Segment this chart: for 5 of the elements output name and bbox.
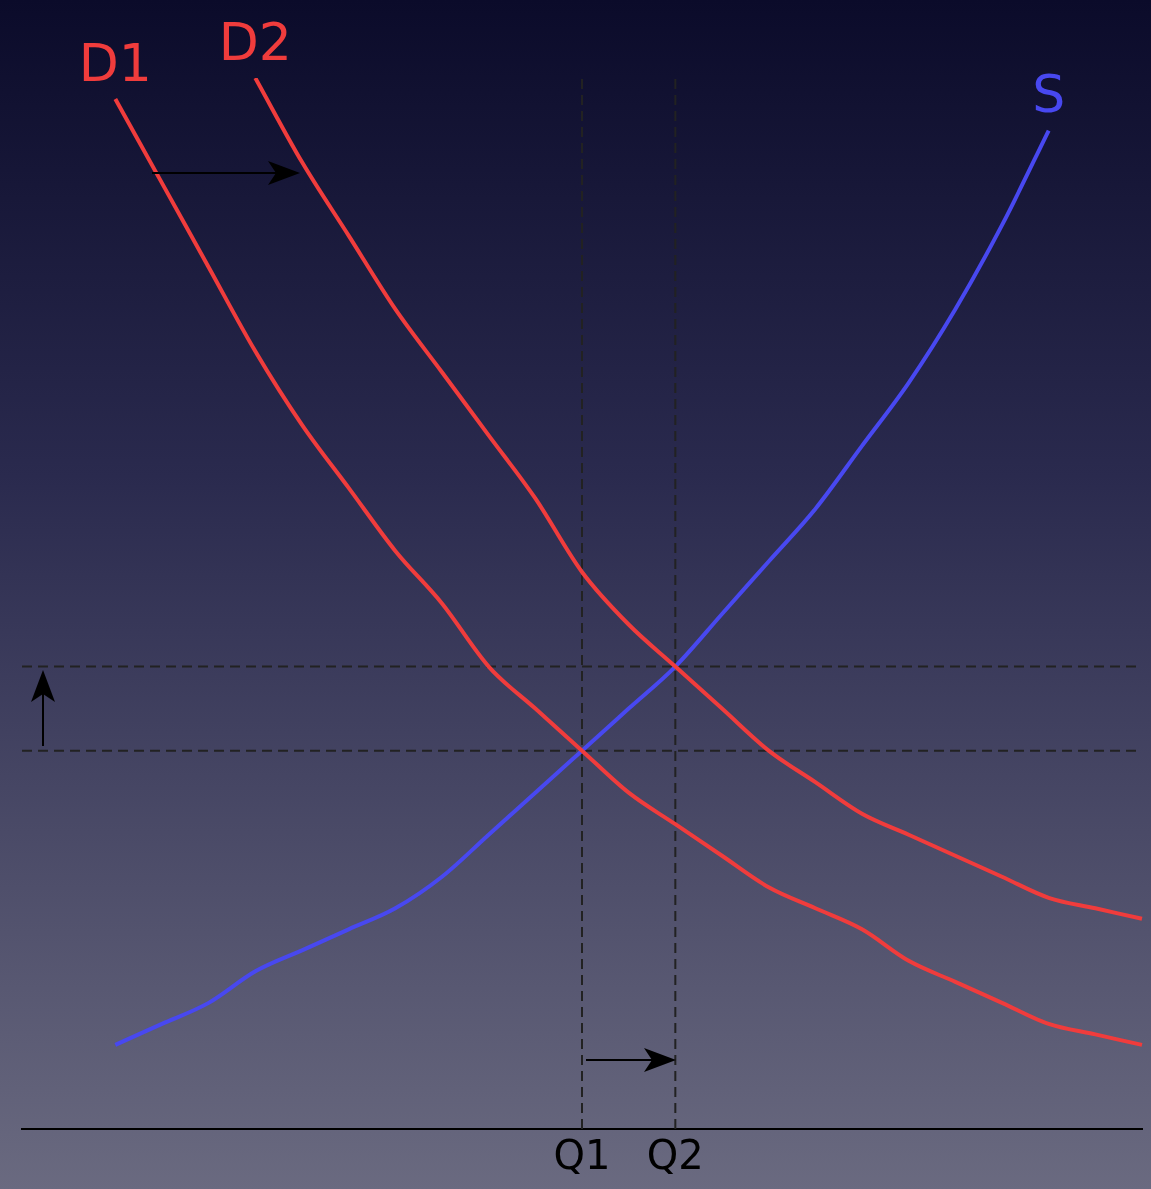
series-label: S	[1032, 64, 1066, 125]
series-label: D2	[218, 11, 292, 72]
x-tick-label: Q1	[553, 1132, 611, 1179]
series-label: D1	[78, 32, 152, 93]
x-tick-label: Q2	[646, 1132, 704, 1179]
